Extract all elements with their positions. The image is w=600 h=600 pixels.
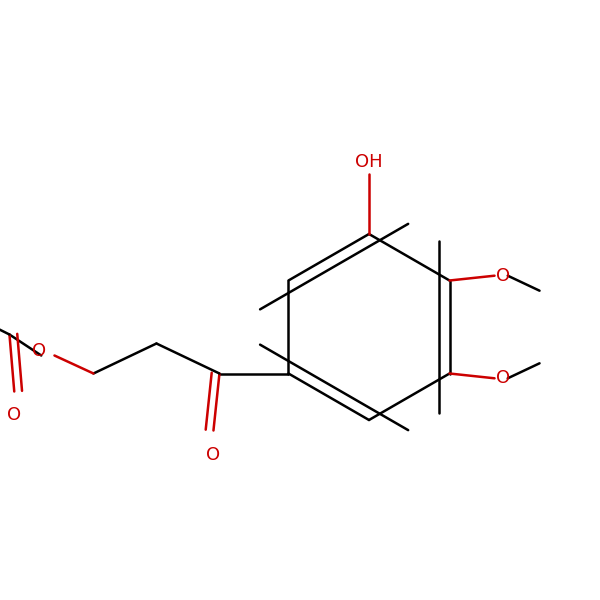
Text: O: O [7,406,22,424]
Text: O: O [496,266,510,284]
Text: O: O [496,369,510,388]
Text: O: O [206,445,221,463]
Text: O: O [32,341,46,359]
Text: OH: OH [355,153,383,171]
